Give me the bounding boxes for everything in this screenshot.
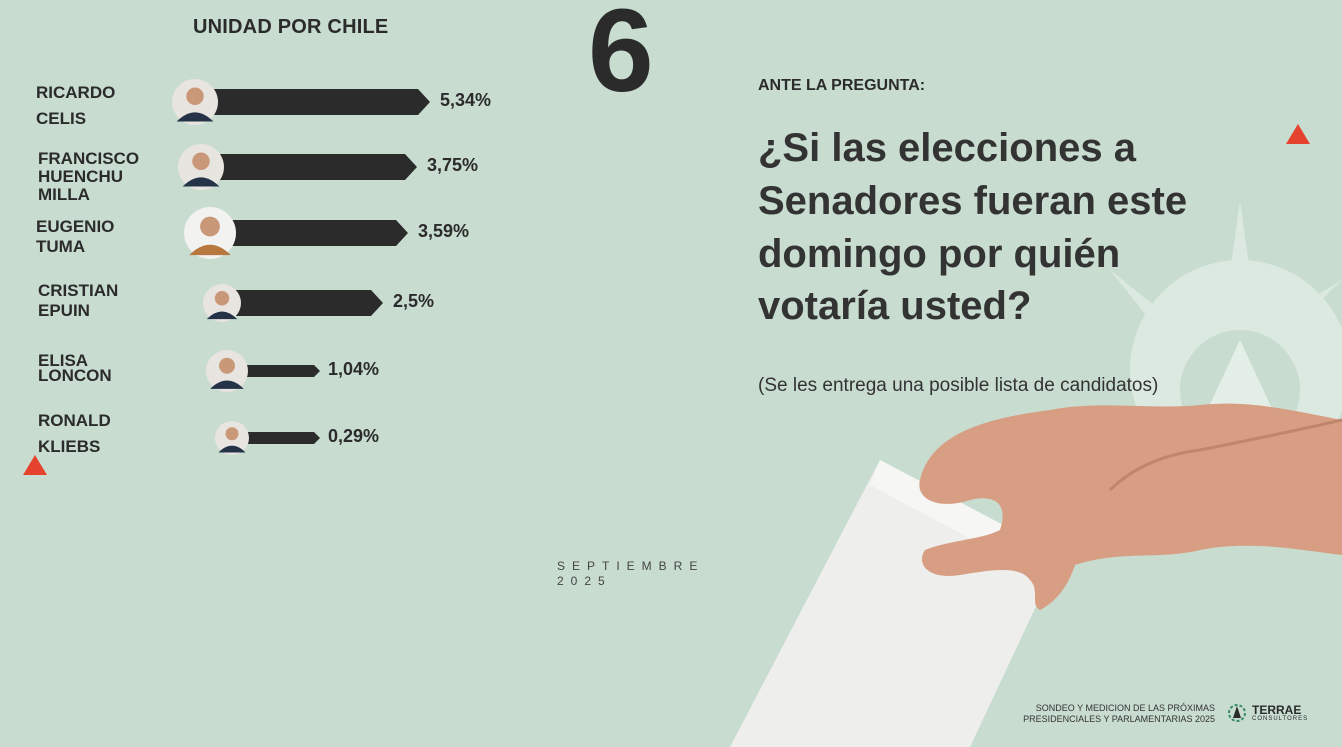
- bar: [192, 89, 430, 115]
- footer-line: SONDEO Y MEDICION DE LAS PRÓXIMAS: [1035, 703, 1215, 713]
- data-label: 1,04%: [328, 359, 380, 379]
- category-label: RONALD KLIEBS: [38, 408, 111, 460]
- category-label-line: HUENCHU: [38, 167, 123, 186]
- footer-text: SONDEO Y MEDICION DE LAS PRÓXIMAS PRESID…: [980, 703, 1215, 725]
- data-label: 3,59%: [418, 221, 470, 241]
- category-label: ELISA LONCON: [38, 351, 112, 385]
- data-label: 2,5%: [393, 291, 435, 311]
- footer-line: PRESIDENCIALES Y PARLAMENTARIAS 2025: [1023, 714, 1215, 724]
- brand-name: TERRAE: [1252, 703, 1302, 717]
- category-label-line: RONALD: [38, 411, 111, 430]
- category-label-line: EUGENIO: [36, 217, 115, 236]
- category-label-line: CRISTIAN: [38, 281, 119, 300]
- chart-title: UNIDAD POR CHILE: [193, 16, 389, 38]
- avatar: [172, 79, 218, 125]
- avatar: [178, 144, 224, 190]
- avatar: [184, 207, 236, 259]
- ballot-hand-icon: [730, 403, 1342, 747]
- category-label-line: EPUIN: [38, 301, 90, 320]
- bar: [226, 365, 320, 377]
- category-label-line: TUMA: [36, 237, 86, 256]
- year-label: 2025: [557, 574, 612, 588]
- category-label-line: FRANCISCO: [38, 149, 140, 168]
- bar: [212, 220, 408, 246]
- red-arrow-icon: [23, 455, 47, 475]
- category-label-line: ELISA: [38, 351, 89, 370]
- date-stamp: SEPTIEMBRE 2025: [557, 559, 704, 589]
- survey-question: ¿Si las elecciones a Senadores fueran es…: [758, 126, 1188, 329]
- month-label: SEPTIEMBRE: [557, 559, 705, 573]
- category-label-line: MILLA: [38, 185, 90, 204]
- avatar: [206, 350, 248, 392]
- category-label-line: KLIEBS: [38, 437, 101, 456]
- category-label: RICARDO CELIS: [36, 80, 115, 132]
- terrae-logo-icon: [1228, 704, 1246, 722]
- data-label: 5,34%: [440, 90, 492, 110]
- bars-svg: [172, 79, 430, 455]
- red-arrow-icon: [1286, 124, 1310, 144]
- category-label-line: CELIS: [36, 109, 87, 128]
- category-label: EUGENIO TUMA: [36, 217, 114, 257]
- bar: [218, 290, 383, 316]
- data-label: 0,29%: [328, 426, 380, 446]
- avatar: [203, 284, 241, 322]
- avatar: [215, 421, 249, 455]
- category-label: CRISTIAN EPUIN: [38, 281, 118, 321]
- data-label: 3,75%: [427, 155, 479, 175]
- category-label-line: LONCON: [38, 366, 112, 385]
- category-label-line: RICARDO: [36, 83, 116, 102]
- brand-subtitle: CONSULTORES: [1252, 716, 1309, 722]
- page-number: 6: [588, 0, 654, 117]
- category-label: FRANCISCO HUENCHU MILLA: [38, 150, 139, 204]
- bar: [232, 432, 320, 444]
- bar: [200, 154, 417, 180]
- prompt-label: ANTE LA PREGUNTA:: [758, 77, 926, 94]
- survey-note: (Se les entrega una posible lista de can…: [758, 375, 1159, 396]
